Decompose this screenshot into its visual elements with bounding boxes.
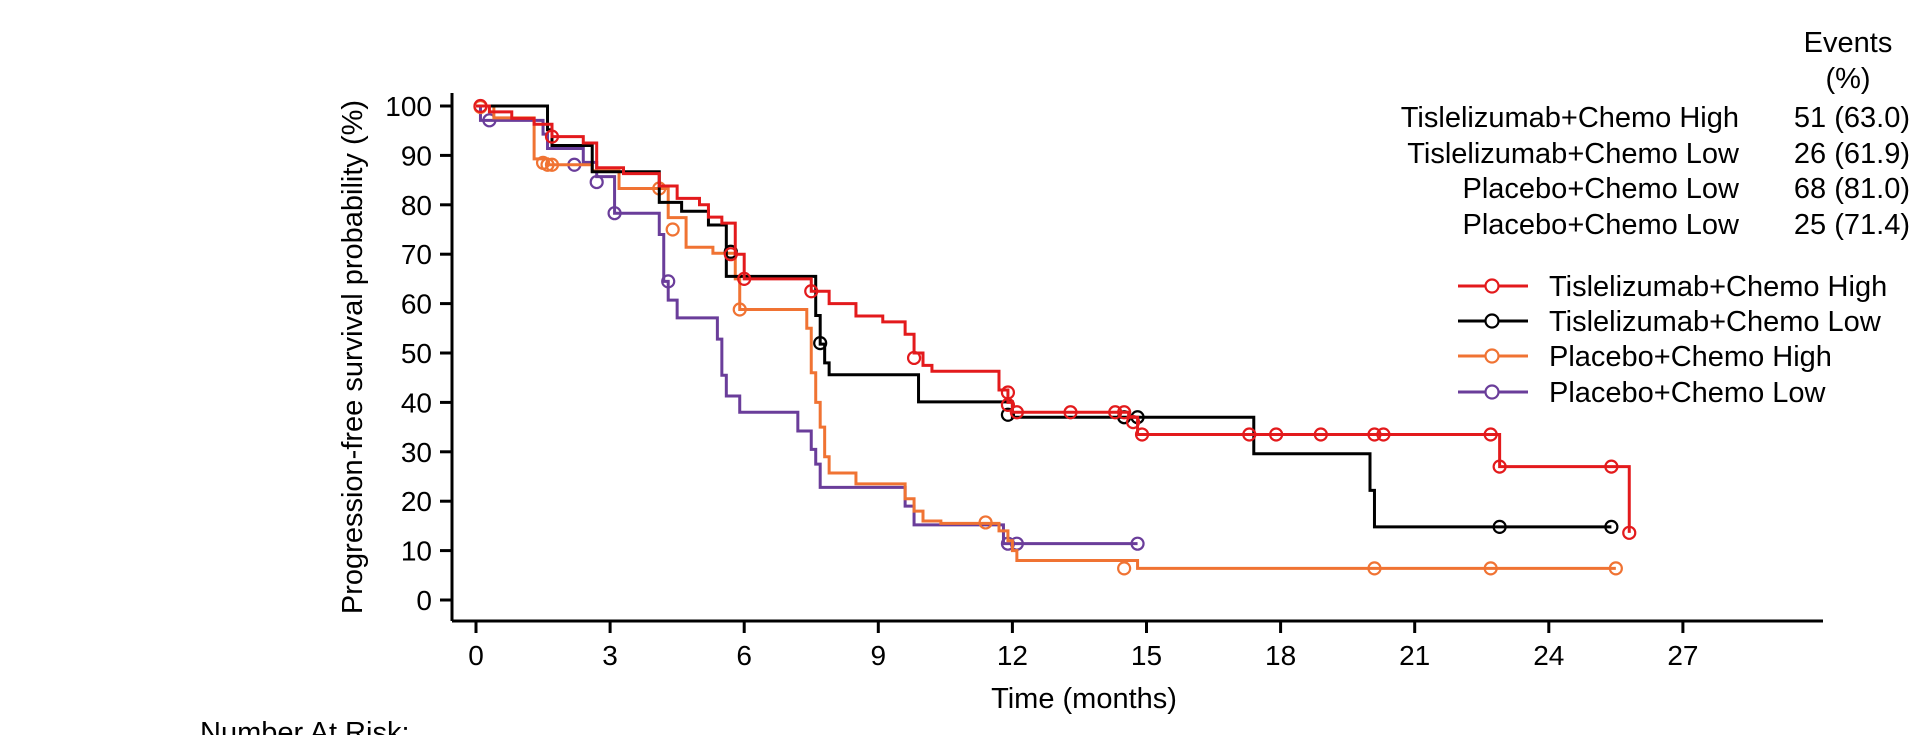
censor-mark: [544, 157, 560, 172]
censor-mark: [1367, 561, 1382, 576]
x-tick-label: 27: [1667, 640, 1698, 671]
censor-mark: [1125, 415, 1141, 430]
events-header-percent: (%): [1825, 63, 1870, 95]
censor-mark: [1604, 519, 1619, 534]
censor-mark: [978, 515, 993, 530]
y-tick-label: 60: [401, 289, 432, 320]
series-tislelizumab-chemo-low: [476, 104, 1619, 534]
survival-curve-line: [476, 104, 1631, 533]
y-tick-label: 70: [401, 239, 432, 270]
events-row-label: Placebo+Chemo Low: [1463, 173, 1741, 205]
censor-mark: [540, 157, 555, 172]
censor-mark: [1622, 525, 1637, 540]
events-row-value: 51 (63.0): [1794, 102, 1910, 134]
censor-mark: [1483, 427, 1498, 442]
x-tick-label: 24: [1533, 640, 1564, 671]
censor-mark: [1117, 405, 1132, 420]
censor-mark: [1367, 427, 1382, 442]
censor-mark: [804, 284, 819, 299]
x-tick-label: 3: [602, 640, 618, 671]
censor-mark: [589, 174, 604, 190]
censor-mark: [1130, 536, 1145, 551]
events-table: Events (%) Tislelizumab+Chemo High 51 (6…: [1401, 27, 1910, 241]
y-tick-label: 100: [385, 91, 432, 122]
censor-mark: [665, 222, 680, 237]
events-row-value: 25 (71.4): [1794, 209, 1910, 241]
censor-mark: [906, 350, 922, 366]
events-row-value: 26 (61.9): [1794, 138, 1910, 170]
legend-marker: [1484, 348, 1500, 364]
censor-mark: [1063, 405, 1078, 420]
censor-mark: [1242, 427, 1257, 442]
legend: Tislelizumab+Chemo HighTislelizumab+Chem…: [1458, 271, 1887, 409]
y-ticks: 0 10 20 30 40 50 60 70 80 90 100: [385, 91, 452, 616]
legend-marker: [1484, 313, 1500, 329]
x-tick-label: 18: [1265, 640, 1296, 671]
censor-mark: [1009, 405, 1024, 420]
censor-mark: [1117, 561, 1132, 576]
y-tick-label: 30: [401, 437, 432, 468]
y-tick-label: 90: [401, 140, 432, 171]
number-at-risk-title: Number At Risk:: [200, 717, 410, 735]
y-tick-label: 10: [401, 536, 432, 567]
events-row-label: Tislelizumab+Chemo High: [1401, 102, 1739, 134]
events-row-label: Placebo+Chemo Low: [1463, 209, 1741, 241]
censor-mark: [1108, 405, 1123, 420]
censor-mark: [482, 113, 497, 128]
x-tick-label: 15: [1131, 640, 1162, 671]
y-tick-label: 0: [416, 585, 432, 616]
censor-mark: [723, 247, 738, 262]
y-tick-label: 50: [401, 338, 432, 369]
y-tick-label: 20: [401, 486, 432, 517]
censor-mark: [1608, 561, 1623, 576]
censor-mark: [661, 274, 676, 289]
censor-mark: [813, 336, 828, 351]
legend-label: Placebo+Chemo Low: [1549, 377, 1827, 409]
censor-mark: [473, 98, 488, 114]
legend-label: Tislelizumab+Chemo High: [1549, 271, 1887, 303]
y-axis-title: Progression-free survival probability (%…: [337, 100, 369, 614]
x-tick-label: 9: [871, 640, 887, 671]
censor-mark: [1000, 397, 1016, 412]
censor-mark: [737, 271, 752, 286]
survival-curve-line: [476, 104, 1138, 546]
censor-mark: [1000, 407, 1016, 422]
censor-mark: [1492, 519, 1507, 534]
legend-label: Placebo+Chemo High: [1549, 341, 1832, 373]
censor-mark: [1483, 561, 1498, 576]
series-tislelizumab-chemo-high: [473, 98, 1637, 540]
x-tick-label: 21: [1399, 640, 1430, 671]
censor-mark: [1492, 459, 1507, 474]
events-row-label: Tislelizumab+Chemo Low: [1407, 138, 1740, 170]
y-tick-label: 80: [401, 190, 432, 221]
events-header-events: Events: [1804, 27, 1893, 59]
x-tick-label: 0: [468, 640, 484, 671]
censor-mark: [1134, 427, 1150, 442]
survival-curves: [473, 98, 1637, 576]
censor-mark: [1269, 427, 1284, 442]
x-tick-label: 12: [997, 640, 1028, 671]
x-ticks: 0 3 6 9 12 15 18 21 24 27: [468, 621, 1698, 671]
legend-marker: [1484, 278, 1500, 294]
censor-mark: [1376, 427, 1391, 442]
legend-marker: [1484, 384, 1500, 400]
censor-mark: [1604, 459, 1619, 474]
x-axis-title: Time (months): [991, 683, 1177, 715]
x-tick-label: 6: [736, 640, 752, 671]
legend-label: Tislelizumab+Chemo Low: [1549, 306, 1882, 338]
censor-mark: [732, 302, 747, 317]
y-tick-label: 40: [401, 387, 432, 418]
series-placebo-chemo-low: [476, 104, 1145, 551]
events-row-value: 68 (81.0): [1794, 173, 1910, 205]
censor-mark: [607, 206, 622, 221]
survival-curve-line: [476, 104, 1616, 570]
censor-mark: [1313, 427, 1328, 442]
censor-mark: [544, 129, 560, 144]
